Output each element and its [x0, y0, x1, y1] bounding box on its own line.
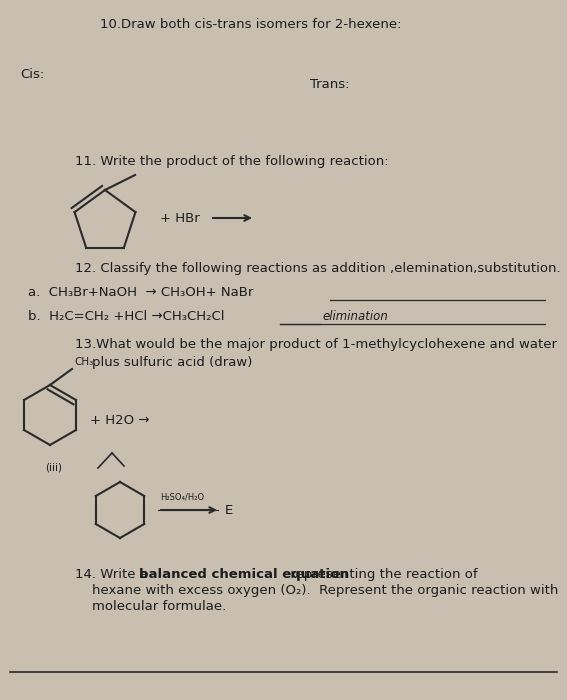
Text: H₂SO₄/H₂O: H₂SO₄/H₂O [160, 493, 204, 502]
Text: Cis:: Cis: [20, 68, 44, 81]
Text: 11. Write the product of the following reaction:: 11. Write the product of the following r… [75, 155, 388, 168]
Text: hexane with excess oxygen (O₂).  Represent the organic reaction with: hexane with excess oxygen (O₂). Represen… [75, 584, 558, 597]
Text: elimination: elimination [322, 310, 388, 323]
Text: + H2O →: + H2O → [90, 414, 150, 426]
Text: representing the reaction of: representing the reaction of [286, 568, 477, 581]
Text: Trans:: Trans: [310, 78, 349, 91]
Text: 10.Draw both cis-trans isomers for 2-hexene:: 10.Draw both cis-trans isomers for 2-hex… [100, 18, 401, 31]
Text: molecular formulae.: molecular formulae. [75, 600, 226, 613]
Text: balanced chemical equation: balanced chemical equation [138, 568, 348, 581]
Text: (iii): (iii) [45, 462, 62, 472]
Text: b.  H₂C=CH₂ +HCl →CH₃CH₂Cl: b. H₂C=CH₂ +HCl →CH₃CH₂Cl [28, 310, 225, 323]
Text: 12. Classify the following reactions as addition ,elemination,substitution.: 12. Classify the following reactions as … [75, 262, 561, 275]
Text: 14. Write a: 14. Write a [75, 568, 152, 581]
Text: a.  CH₃Br+NaOH  → CH₃OH+ NaBr: a. CH₃Br+NaOH → CH₃OH+ NaBr [28, 286, 253, 299]
Text: 13.What would be the major product of 1-methylcyclohexene and water: 13.What would be the major product of 1-… [75, 338, 557, 351]
Text: CH₃: CH₃ [74, 357, 93, 367]
Text: E: E [225, 503, 233, 517]
Text: + HBr: + HBr [160, 211, 200, 225]
Text: plus sulfuric acid (draw): plus sulfuric acid (draw) [75, 356, 252, 369]
